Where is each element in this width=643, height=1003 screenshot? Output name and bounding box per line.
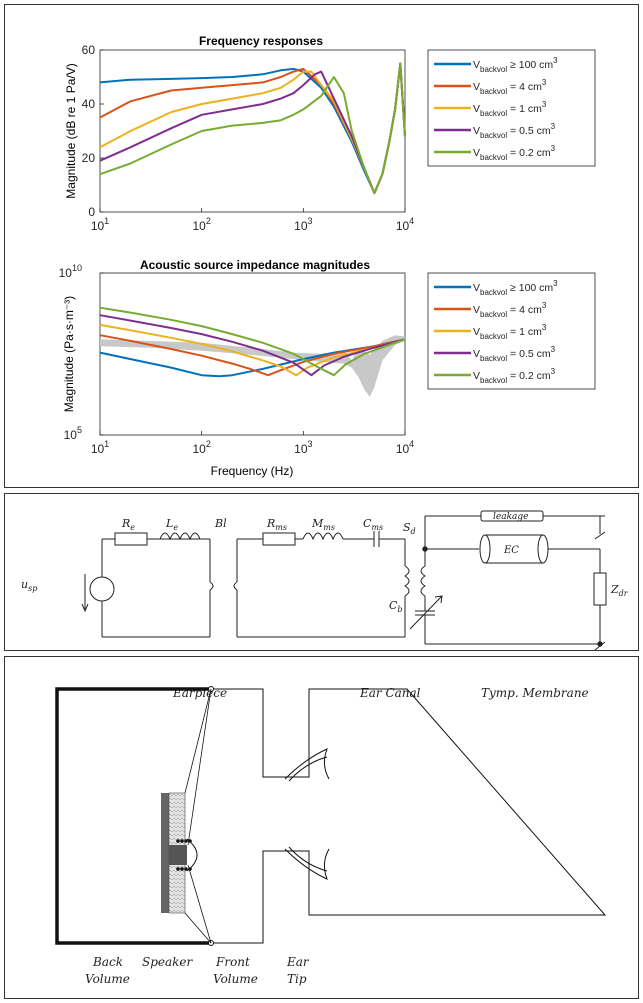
legend-label: Vbackvol = 0.2 cm3 [473, 144, 556, 162]
top-legend: Vbackvol ≥ 100 cm3 Vbackvol = 4 cm3 Vbackv… [427, 49, 596, 167]
top-x-tick-label: 103 [294, 216, 312, 233]
legend-label: Vbackvol = 0.5 cm3 [473, 122, 556, 140]
label-tymp-membrane: Tymp. Membrane [481, 686, 589, 700]
usp-arrow-head [81, 603, 89, 613]
label-cms: Cms [363, 517, 383, 532]
bottom-y-tick-label: 105 [64, 425, 82, 442]
label-front: Front [215, 955, 250, 969]
label-usp: usp [21, 578, 37, 593]
ear-canal-tube [479, 534, 549, 564]
earpiece-svg: Earpiece Ear Canal Tymp. Membrane Back V… [55, 686, 607, 986]
charts-panel: Frequency responses 0 20 40 60 101 102 103 104 … [4, 4, 639, 488]
transformer-primary [404, 565, 410, 597]
label-sd: Sd [403, 521, 416, 536]
bottom-series-line [99, 334, 406, 377]
voltage-source [89, 538, 210, 638]
variable-arrow [409, 595, 443, 630]
top-plot-area [99, 49, 406, 213]
label-mms: Mms [311, 517, 335, 532]
top-y-tick-label: 0 [88, 205, 95, 219]
bottom-x-tick-label: 103 [294, 439, 312, 456]
inductor-mms [302, 532, 344, 541]
top-y-label: Magnitude (dB re 1 Pa/V) [64, 63, 78, 198]
label-back-volume: Volume [85, 972, 130, 986]
bottom-x-tick-label: 102 [192, 439, 210, 456]
bottom-chart-title: Acoustic source impedance magnitudes [140, 258, 370, 272]
legend-label: Vbackvol = 4 cm3 [473, 301, 547, 319]
back-volume-enclosure [55, 687, 211, 945]
leakage-open-end [594, 531, 606, 540]
top-y-tick-label: 20 [82, 151, 96, 165]
label-ec: EC [503, 545, 519, 556]
circuit-svg: Re Le Bl Rms Mms Cms Sd leakage EC Zdr C… [21, 510, 629, 650]
top-x-tick-label: 101 [91, 216, 109, 233]
label-le: Le [165, 517, 178, 532]
label-leakage: leakage [493, 512, 528, 522]
ground-node [597, 641, 603, 647]
resistor-rms [262, 532, 296, 546]
legend-label: Vbackvol = 1 cm3 [473, 100, 547, 118]
bottom-series-line [99, 323, 406, 377]
circuit-panel: Re Le Bl Rms Mms Cms Sd leakage EC Zdr C… [4, 493, 639, 651]
bottom-x-tick-label: 104 [396, 439, 414, 456]
label-re: Re [121, 517, 135, 532]
top-y-tick-label: 60 [82, 43, 96, 57]
transformer-secondary [420, 565, 426, 597]
legend-label: Vbackvol = 0.5 cm3 [473, 345, 556, 363]
top-y-tick-label: 40 [82, 97, 96, 111]
top-axis-ticks: 0 20 40 60 101 102 103 104 [82, 43, 415, 233]
label-speaker: Speaker [142, 955, 194, 969]
resistor-re [114, 532, 148, 546]
bottom-series-line [99, 306, 406, 377]
inductor-le [159, 532, 201, 541]
legend-label: Vbackvol = 1 cm3 [473, 323, 547, 341]
label-front-volume: Volume [213, 972, 258, 986]
bottom-x-tick-label: 101 [91, 439, 109, 456]
earpiece-panel: Earpiece Ear Canal Tymp. Membrane Back V… [4, 656, 639, 999]
bottom-series-line [99, 314, 406, 377]
label-cb: Cb [389, 599, 403, 614]
top-series-line [99, 62, 406, 195]
label-rms: Rms [266, 517, 287, 532]
bottom-series-lines [99, 306, 406, 378]
canal-outline [213, 688, 607, 944]
speaker-driver [161, 688, 212, 944]
top-x-tick-label: 102 [192, 216, 210, 233]
top-series-lines [99, 62, 406, 195]
impedance-chart: Acoustic source impedance magnitudes 101… [59, 258, 415, 478]
legend-label: Vbackvol ≥ 100 cm3 [473, 56, 558, 74]
label-zdr: Zdr [610, 583, 629, 598]
bottom-axis-ticks: 1010 105 101 102 103 104 [59, 263, 415, 456]
label-ear-tip: Tip [287, 972, 307, 986]
legend-label: Vbackvol = 0.2 cm3 [473, 367, 556, 385]
junction-node [422, 546, 428, 552]
label-ear-canal: Ear Canal [359, 686, 421, 700]
legend-label: Vbackvol ≥ 100 cm3 [473, 279, 558, 297]
bottom-x-label: Frequency (Hz) [211, 464, 294, 478]
gyrator-bl [209, 539, 238, 637]
legend-label: Vbackvol = 4 cm3 [473, 78, 547, 96]
top-x-tick-label: 104 [396, 216, 414, 233]
bottom-legend: Vbackvol ≥ 100 cm3 Vbackvol = 4 cm3 Vbackv… [427, 272, 596, 390]
label-ear: Ear [286, 955, 310, 969]
top-chart-title: Frequency responses [199, 34, 323, 48]
ear-tip [284, 748, 330, 880]
label-back: Back [92, 955, 123, 969]
label-bl: Bl [214, 517, 227, 530]
eardrum-impedance [593, 572, 607, 606]
bottom-y-label: Magnitude (Pa·s·m⁻³) [62, 296, 76, 412]
bottom-y-tick-label: 1010 [59, 263, 82, 280]
